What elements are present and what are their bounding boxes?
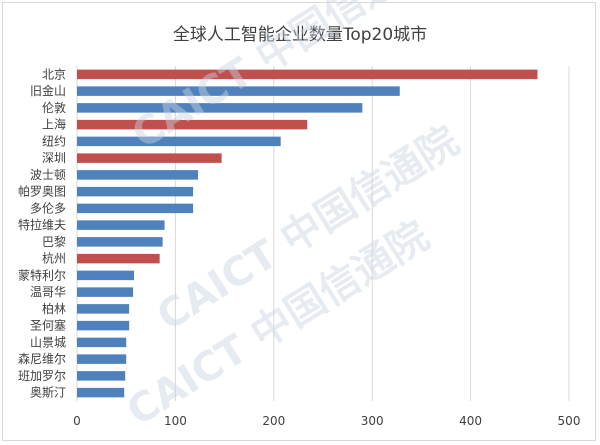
chart-title: 全球人工智能企业数量Top20城市 <box>172 25 428 45</box>
bar <box>77 186 194 197</box>
x-tick-label: 400 <box>459 414 482 428</box>
y-tick-label: 纽约 <box>42 133 66 148</box>
y-tick-label: 圣何塞 <box>30 318 66 333</box>
y-tick-label: 多伦多 <box>30 200 66 215</box>
y-tick-label: 蒙特利尔 <box>18 267 66 282</box>
y-tick-label: 山景城 <box>30 335 66 349</box>
y-tick-label: 旧金山 <box>30 83 66 98</box>
y-tick-label: 班加罗尔 <box>18 368 66 383</box>
y-tick-label: 森尼维尔 <box>18 351 66 366</box>
bar <box>77 371 126 381</box>
y-tick-label: 伦敦 <box>42 100 66 115</box>
y-tick-label: 波士顿 <box>30 168 66 182</box>
y-tick-label: 杭州 <box>42 251 66 266</box>
bar <box>77 354 127 364</box>
bar <box>77 253 160 264</box>
y-tick-label: 温哥华 <box>30 285 66 299</box>
bar <box>77 387 125 398</box>
bar <box>77 220 165 230</box>
bars <box>77 69 538 398</box>
bar <box>77 136 281 147</box>
bar <box>77 237 163 247</box>
bar <box>77 203 194 214</box>
bar <box>77 119 308 130</box>
bar <box>77 103 363 113</box>
bar <box>77 270 135 281</box>
x-tick-label: 500 <box>558 414 581 428</box>
bar <box>77 170 199 180</box>
y-tick-label: 特拉维夫 <box>18 217 66 232</box>
y-tick-label: 北京 <box>42 67 66 81</box>
y-tick-label: 帕罗奥图 <box>18 184 66 199</box>
x-tick-label: 300 <box>361 414 384 428</box>
y-axis-labels: 北京旧金山伦敦上海纽约深圳波士顿帕罗奥图多伦多特拉维夫巴黎杭州蒙特利尔温哥华柏林… <box>18 67 66 399</box>
bar <box>77 287 134 297</box>
bar <box>77 320 130 331</box>
x-tick-label: 0 <box>73 414 81 428</box>
x-tick-label: 100 <box>164 414 187 428</box>
x-tick-label: 200 <box>262 414 285 428</box>
y-tick-label: 柏林 <box>42 301 66 316</box>
x-axis-labels: 0 100 200 300 400 500 <box>73 414 580 428</box>
y-tick-label: 上海 <box>42 117 66 132</box>
bar <box>77 153 222 163</box>
y-tick-label: 巴黎 <box>42 235 66 249</box>
y-tick-label: 深圳 <box>42 151 66 165</box>
bar <box>77 69 538 80</box>
bar <box>77 86 400 96</box>
y-tick-label: 奥斯汀 <box>30 386 66 400</box>
bar <box>77 304 130 314</box>
bar <box>77 337 127 348</box>
